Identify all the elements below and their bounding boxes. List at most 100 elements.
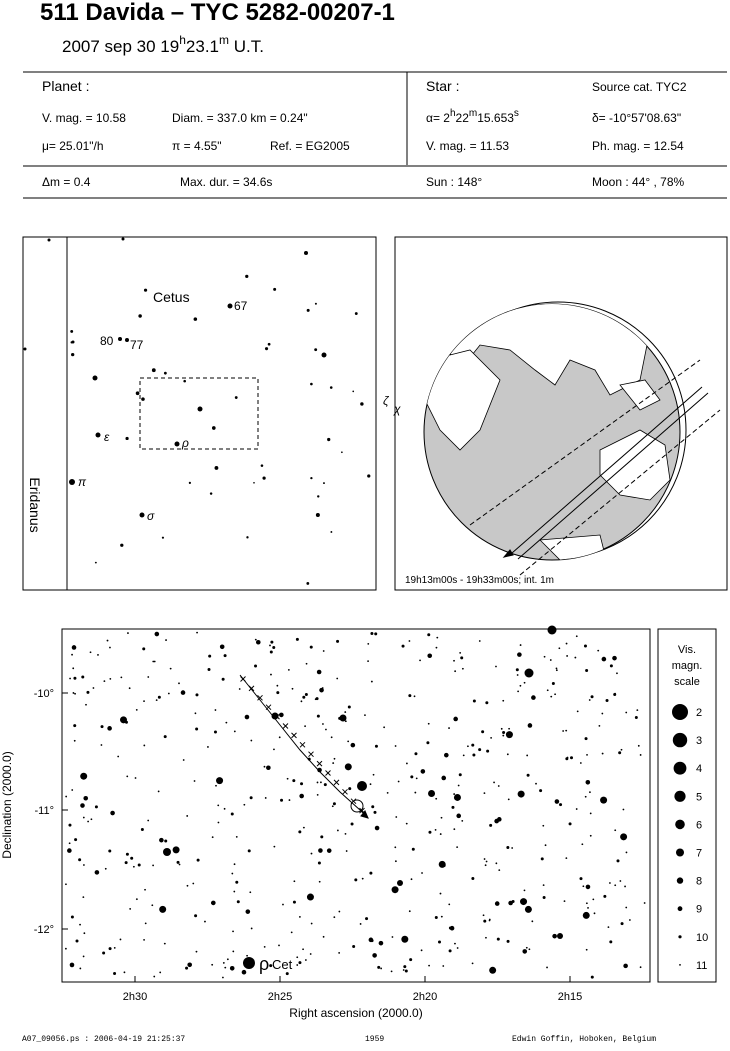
star <box>435 797 438 800</box>
track-tick <box>333 779 340 786</box>
star <box>453 659 455 662</box>
star <box>527 723 533 728</box>
planet-mu: μ= 25.01"/h <box>42 139 104 153</box>
star <box>597 649 600 652</box>
star <box>622 808 625 811</box>
star <box>583 644 587 648</box>
star <box>531 695 536 700</box>
legend-dot <box>673 761 687 775</box>
star <box>636 709 639 711</box>
planet-vmag: V. mag. = 10.58 <box>42 111 126 125</box>
star <box>526 754 529 757</box>
star <box>227 303 233 309</box>
star <box>249 891 252 894</box>
star <box>614 692 616 695</box>
track-tick <box>240 676 246 682</box>
star <box>589 812 592 815</box>
star <box>209 492 213 495</box>
star <box>439 833 442 835</box>
star <box>370 939 374 943</box>
star <box>489 823 493 827</box>
x-tick-label: 2h15 <box>558 991 582 1003</box>
star <box>317 495 320 498</box>
star <box>246 954 248 957</box>
star-label: π <box>78 475 87 489</box>
star <box>454 942 456 945</box>
star <box>428 964 430 967</box>
star <box>211 426 216 430</box>
star <box>371 805 375 809</box>
star <box>374 744 378 748</box>
star <box>207 746 209 748</box>
star <box>70 915 74 919</box>
date-m: m <box>219 33 229 47</box>
star <box>71 789 74 791</box>
star <box>108 849 112 853</box>
finder-chart: Cetus Eridanus 67 80 77 ε ρ π σ ζ χ <box>22 236 401 591</box>
star <box>224 966 227 969</box>
sky-map: ρ Cet -10° -11° -12° 2h30 2h25 2h20 2h15 Right… <box>0 625 717 1020</box>
star <box>266 765 271 771</box>
star <box>216 777 224 785</box>
star <box>143 288 148 292</box>
star <box>117 755 120 758</box>
star <box>502 699 505 702</box>
star <box>193 780 196 782</box>
star <box>97 654 99 656</box>
star <box>314 302 317 305</box>
star <box>419 659 421 662</box>
star <box>233 890 236 893</box>
star <box>125 852 129 856</box>
track-tick <box>299 741 306 748</box>
star <box>434 828 437 831</box>
legend-dot <box>678 935 682 939</box>
track-tick <box>316 760 323 767</box>
star <box>601 656 607 662</box>
star <box>182 759 185 761</box>
star <box>336 829 339 832</box>
star <box>575 635 578 638</box>
star <box>523 681 526 684</box>
star <box>405 762 408 765</box>
star <box>125 338 129 342</box>
star <box>243 803 246 806</box>
star <box>109 646 111 649</box>
date-text: 2007 sep 30 19 <box>62 37 179 56</box>
star <box>298 830 302 834</box>
star <box>442 965 445 967</box>
star <box>254 664 258 668</box>
legend-dot <box>676 848 684 857</box>
star <box>221 677 225 681</box>
star <box>439 864 442 867</box>
star <box>83 932 86 935</box>
star <box>282 903 284 906</box>
star <box>195 950 198 953</box>
star <box>100 725 104 729</box>
star <box>290 931 293 934</box>
star <box>374 825 380 831</box>
target-star <box>350 799 364 813</box>
alpha-h: h <box>450 108 456 119</box>
star <box>183 379 186 383</box>
star <box>576 710 579 713</box>
star <box>435 646 438 649</box>
x-tick-label: 2h30 <box>123 991 147 1003</box>
star <box>280 798 284 802</box>
star <box>408 640 411 642</box>
star <box>68 842 71 845</box>
star <box>493 781 495 784</box>
star <box>299 793 304 799</box>
star <box>154 631 160 637</box>
star <box>309 645 313 649</box>
star <box>495 862 498 865</box>
star <box>219 644 225 650</box>
star <box>344 763 352 771</box>
star <box>520 898 528 906</box>
star <box>461 667 464 670</box>
star <box>485 701 489 705</box>
star <box>590 975 594 979</box>
star <box>74 692 76 695</box>
star <box>263 765 266 768</box>
star <box>204 920 206 923</box>
star <box>453 828 456 831</box>
